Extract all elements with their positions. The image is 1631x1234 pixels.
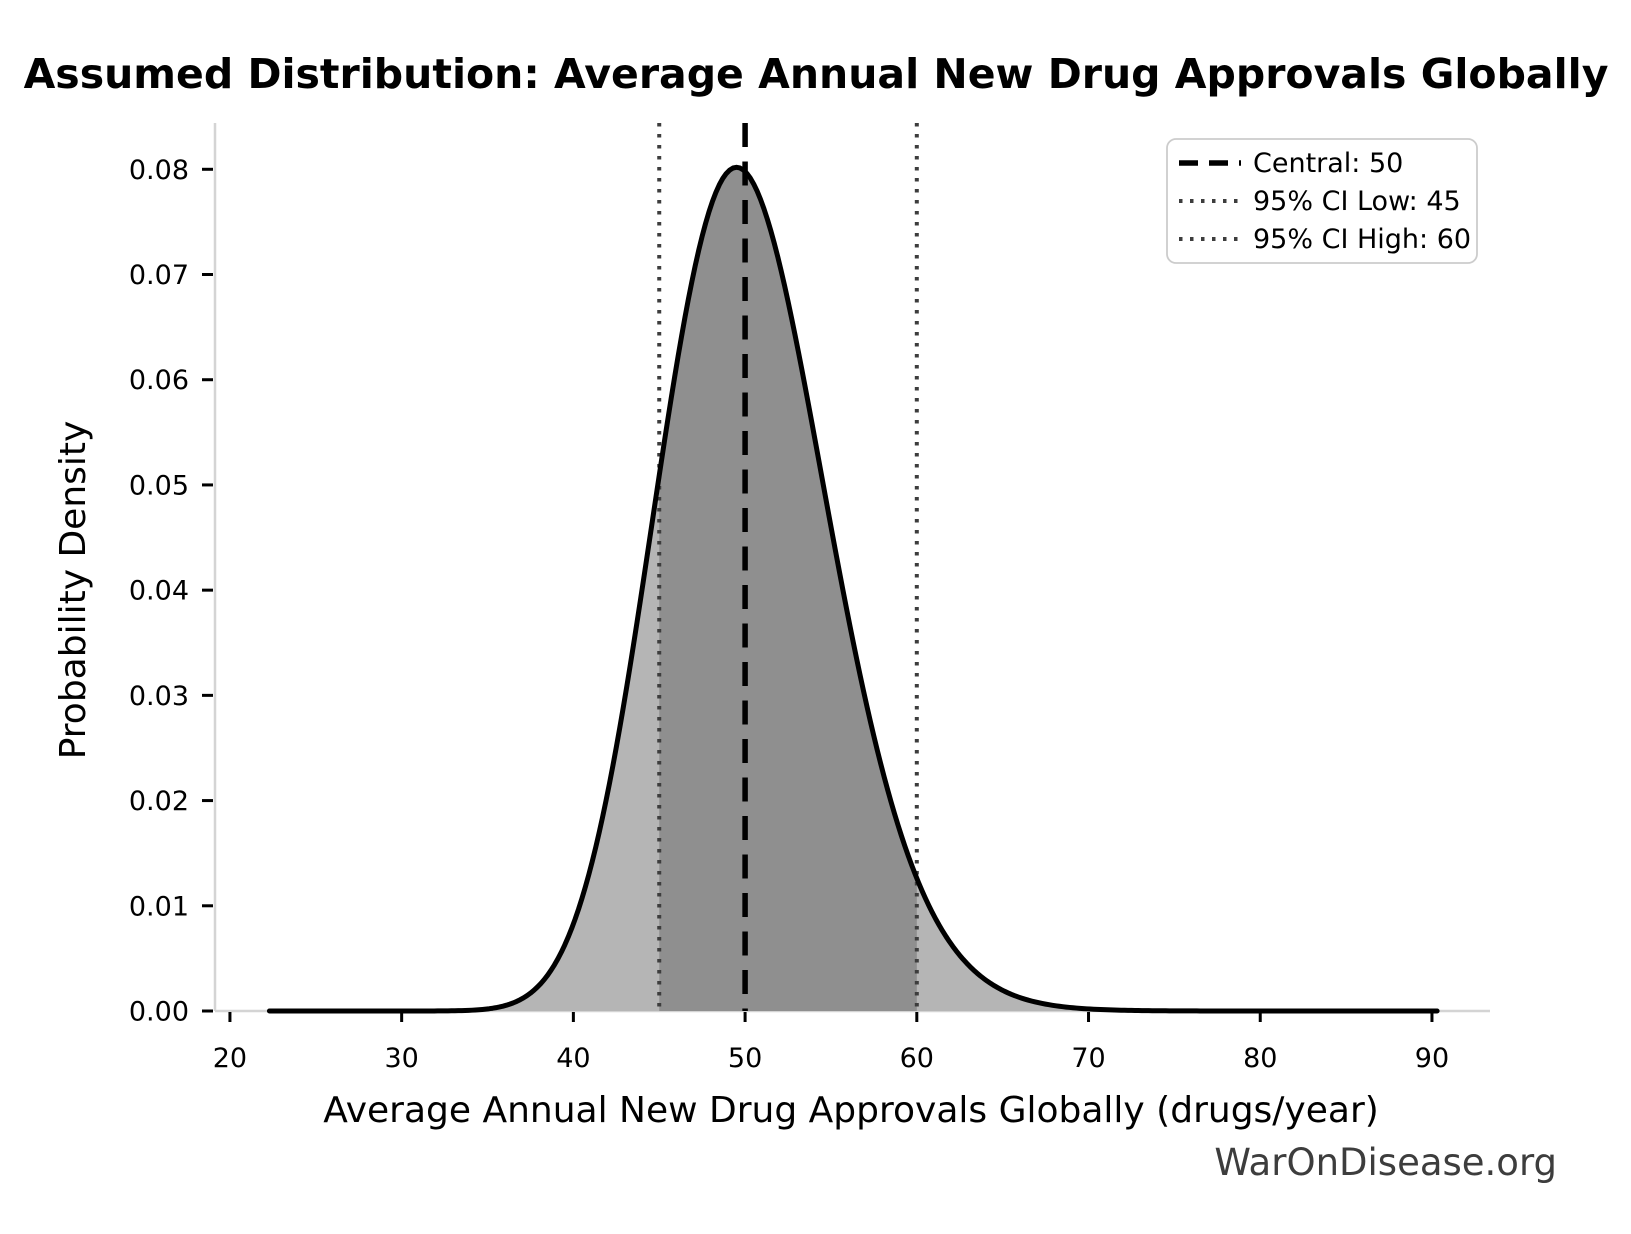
y-tick-label: 0.08 [129,155,189,186]
y-tick-label: 0.00 [129,997,189,1028]
y-tick-label: 0.03 [129,681,189,712]
axes: 20 30 40 50 60 70 80 90 0.00 0.01 0.02 0.03 0.04 0.05… [129,123,1490,1074]
x-tick-label: 90 [1415,1043,1449,1074]
x-tick-label: 70 [1071,1043,1105,1074]
y-tick-label: 0.04 [129,576,189,607]
watermark-text: WarOnDisease.org [1214,1141,1557,1184]
legend: Central: 50 95% CI Low: 45 95% CI High: … [1166,138,1478,264]
x-tick-label: 30 [384,1043,418,1074]
y-tick-label: 0.05 [129,470,189,501]
legend-box [1166,138,1478,264]
legend-label-central: Central: 50 [1253,148,1403,179]
chart-title: Assumed Distribution: Average Annual New… [24,50,1609,98]
x-tick-label: 40 [556,1043,590,1074]
x-tick-label: 60 [900,1043,934,1074]
density-curve [266,164,1440,1014]
x-tick-label: 20 [213,1043,247,1074]
x-axis-label: Average Annual New Drug Approvals Global… [323,1090,1379,1131]
y-tick-label: 0.07 [129,260,189,291]
plot-area [266,123,1440,1014]
y-axis-label: Probability Density [53,421,94,760]
x-tick-label: 80 [1243,1043,1277,1074]
legend-label-ci-low: 95% CI Low: 45 [1253,186,1461,217]
legend-label-ci-high: 95% CI High: 60 [1253,224,1471,255]
ci-fill [659,167,917,1012]
y-tick-label: 0.02 [129,786,189,817]
y-tick-label: 0.06 [129,365,189,396]
x-tick-label: 50 [728,1043,762,1074]
y-tick-label: 0.01 [129,891,189,922]
